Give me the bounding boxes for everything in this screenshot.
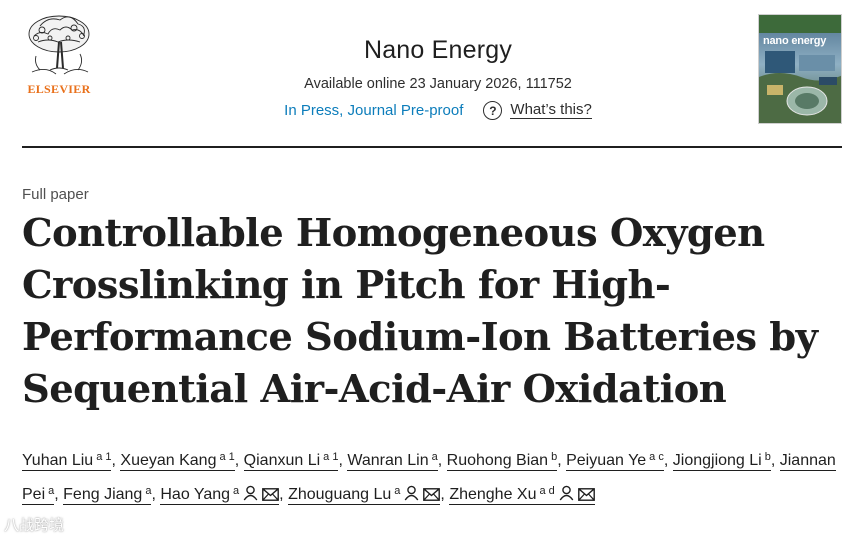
journal-cover-image[interactable]: nano energy <box>758 14 842 124</box>
journal-title-link[interactable]: Nano Energy <box>363 36 513 64</box>
author-item: Zhenghe Xu a d <box>449 485 595 505</box>
author-name-link[interactable]: Wanran Lin a <box>347 451 438 471</box>
author-item: Jiongjiong Li b, <box>672 451 780 471</box>
author-separator: , <box>663 452 669 469</box>
author-name-link[interactable]: Zhenghe Xu a d <box>449 485 595 505</box>
question-circle-icon[interactable]: ? <box>483 101 503 120</box>
author-item: Feng Jiang a, <box>63 485 160 505</box>
author-name: Qianxun Li <box>243 452 321 469</box>
author-name: Hao Yang <box>160 486 231 503</box>
author-name: Yuhan Liu <box>22 452 94 469</box>
author-name: Feng Jiang <box>63 486 143 503</box>
envelope-icon[interactable] <box>577 482 595 512</box>
author-list: Yuhan Liu a 1, Xueyan Kang a 1, Qianxun Li… <box>22 442 842 512</box>
author-item: Xueyan Kang a 1, <box>120 451 243 471</box>
envelope-icon[interactable] <box>423 482 441 512</box>
author-item: Hao Yang a, <box>160 485 288 505</box>
affiliation-marker[interactable]: a <box>48 485 55 497</box>
affiliation-marker[interactable]: a <box>233 485 240 497</box>
article-header: ELSEVIER Nano Energy Available online 23… <box>0 0 852 148</box>
journal-info: Nano Energy Available online 23 January … <box>220 36 656 120</box>
affiliation-marker[interactable]: a 1 <box>323 451 339 463</box>
author-separator: , <box>54 486 59 503</box>
author-name-link[interactable]: Zhouguang Lu a <box>288 485 441 505</box>
watermark-text: 八战跨境 <box>4 517 65 534</box>
author-name: Zhenghe Xu <box>449 486 537 503</box>
author-item: Ruohong Bian b, <box>446 451 566 471</box>
author-separator: , <box>338 452 343 469</box>
author-name-link[interactable]: Xueyan Kang a 1 <box>120 451 235 471</box>
author-separator: , <box>437 452 443 469</box>
affiliation-marker[interactable]: a 1 <box>219 451 235 463</box>
author-name: Xueyan Kang <box>120 452 217 469</box>
article-type-label: Full paper <box>22 186 89 203</box>
author-separator: , <box>440 486 445 503</box>
author-name: Peiyuan Ye <box>566 452 647 469</box>
elsevier-logo-link[interactable]: ELSEVIER <box>20 12 98 98</box>
elsevier-tree-logo-icon <box>28 15 90 75</box>
author-name: Zhouguang Lu <box>288 486 392 503</box>
author-separator: , <box>557 452 562 469</box>
author-separator: , <box>279 486 284 503</box>
author-item: Qianxun Li a 1, <box>243 451 348 471</box>
author-item: Wanran Lin a, <box>347 451 446 471</box>
author-separator: , <box>151 486 156 503</box>
author-name-link[interactable]: Hao Yang a <box>160 485 280 505</box>
author-name-link[interactable]: Yuhan Liu a 1 <box>22 451 112 471</box>
availability-text: Available online 23 January 2026, 111752 <box>304 76 572 92</box>
person-icon[interactable] <box>243 482 258 512</box>
header-divider <box>22 146 842 148</box>
author-name: Ruohong Bian <box>446 452 549 469</box>
author-name-link[interactable]: Jiongjiong Li b <box>672 451 771 471</box>
affiliation-marker[interactable]: a d <box>539 485 555 497</box>
author-item: Peiyuan Ye a c, <box>566 451 673 471</box>
person-icon[interactable] <box>404 482 419 512</box>
author-name: Wanran Lin <box>347 452 429 469</box>
article-title: Controllable Homogeneous Oxygen Crosslin… <box>22 211 818 412</box>
person-icon[interactable] <box>559 482 574 512</box>
author-name-link[interactable]: Peiyuan Ye a c <box>566 451 664 471</box>
publisher-name: ELSEVIER <box>27 82 91 96</box>
author-item: Zhouguang Lu a, <box>288 485 449 505</box>
affiliation-marker[interactable]: a 1 <box>96 451 112 463</box>
author-separator: , <box>770 452 776 469</box>
author-name-link[interactable]: Feng Jiang a <box>63 485 152 505</box>
author-name-link[interactable]: Ruohong Bian b <box>446 451 558 471</box>
affiliation-marker[interactable]: b <box>764 451 771 463</box>
affiliation-marker[interactable]: a <box>145 485 152 497</box>
cover-title: nano energy <box>763 35 827 47</box>
cover-artwork <box>759 15 841 123</box>
author-name-link[interactable]: Jiannan Pei a <box>22 452 836 505</box>
status-row: In Press, Journal Pre-proof ? What’s thi… <box>220 101 656 120</box>
affiliation-marker[interactable]: a <box>431 451 438 463</box>
author-item: Jiannan Pei a, <box>22 452 836 505</box>
author-name: Jiannan Pei <box>22 452 836 503</box>
author-separator: , <box>111 452 116 469</box>
affiliation-marker[interactable]: a <box>394 485 401 497</box>
author-separator: , <box>234 452 240 469</box>
author-name-link[interactable]: Qianxun Li a 1 <box>243 451 339 471</box>
in-press-link[interactable]: In Press, Journal Pre-proof <box>284 102 464 119</box>
author-item: Yuhan Liu a 1, <box>22 451 120 471</box>
author-name: Jiongjiong Li <box>672 452 762 469</box>
envelope-icon[interactable] <box>262 482 280 512</box>
affiliation-marker[interactable]: b <box>551 451 558 463</box>
whats-this-link[interactable]: What’s this? <box>510 101 592 119</box>
affiliation-marker[interactable]: a c <box>649 451 664 463</box>
